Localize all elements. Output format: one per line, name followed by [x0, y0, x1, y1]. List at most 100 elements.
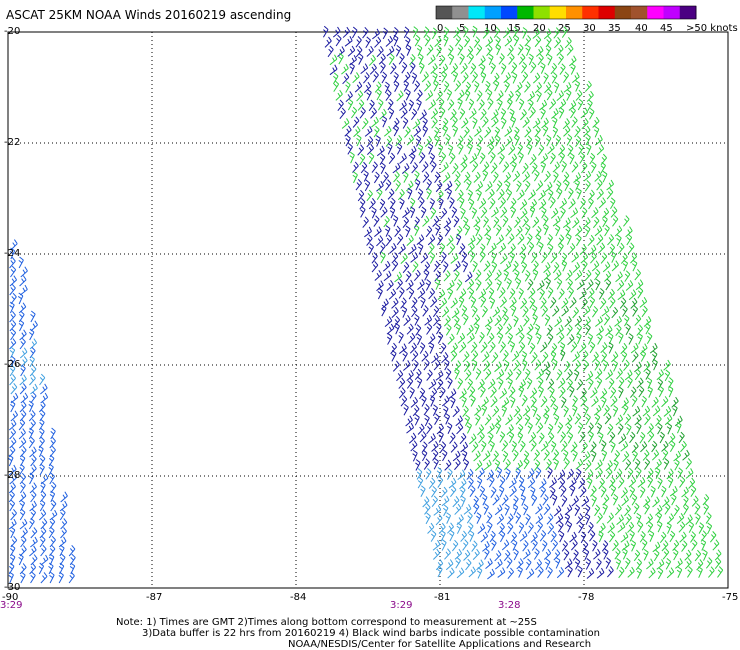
wind-barb [538, 241, 544, 254]
wind-barb [545, 44, 552, 57]
wind-barb [568, 477, 577, 488]
wind-barb [500, 253, 508, 265]
wind-barb [444, 412, 451, 425]
wind-barb [499, 388, 508, 399]
wind-barb [602, 170, 608, 183]
wind-barb [462, 539, 469, 551]
wind-barb [628, 333, 634, 345]
wind-barb [474, 322, 480, 335]
wind-barb [600, 485, 607, 498]
wind-barb [550, 342, 558, 355]
wind-barb [433, 314, 440, 327]
wind-barb [489, 151, 496, 164]
wind-barb [528, 241, 535, 254]
wind-barb [503, 269, 509, 282]
wind-barb [371, 261, 379, 273]
wind-barb [591, 161, 597, 174]
wind-barb [547, 143, 555, 155]
wind-barb [571, 251, 579, 263]
wind-barb [529, 342, 536, 355]
colorbar-label: 40 [635, 23, 648, 34]
wind-barb [468, 98, 475, 111]
wind-barb [29, 500, 37, 512]
wind-barb [510, 115, 517, 128]
wind-barb [541, 540, 548, 552]
wind-barb [551, 72, 558, 84]
wind-barb [445, 368, 452, 380]
wind-barb [581, 161, 588, 174]
wind-barb [702, 494, 710, 506]
wind-barb [536, 90, 542, 103]
wind-barb [542, 405, 550, 417]
wind-barb [422, 117, 428, 129]
wind-barb [402, 350, 408, 362]
wind-barb [552, 493, 558, 506]
wind-barb [435, 180, 443, 193]
wind-barb [435, 514, 443, 526]
wind-barb [615, 468, 623, 480]
wind-barb [467, 278, 475, 290]
wind-barb [360, 161, 368, 174]
wind-barb [337, 46, 345, 57]
wind-barb [474, 460, 483, 472]
wind-barb [19, 508, 26, 521]
wind-barb [425, 468, 432, 480]
wind-barb [400, 252, 408, 264]
wind-barb [575, 135, 582, 148]
wind-barb [459, 108, 466, 120]
wind-barb [515, 90, 522, 102]
wind-barb [398, 331, 404, 344]
wind-barb [672, 404, 678, 417]
wind-barb [628, 289, 637, 301]
wind-barb [453, 215, 460, 228]
wind-barb [668, 385, 674, 398]
wind-barb [621, 540, 630, 551]
wind-barb [417, 423, 425, 435]
wind-barb [28, 517, 35, 530]
wind-barb [496, 234, 505, 246]
wind-barb [347, 143, 353, 155]
wind-barb [398, 343, 407, 354]
wind-barb [460, 495, 466, 508]
wind-barb [446, 468, 453, 480]
wind-barb [460, 154, 468, 166]
wind-barb [355, 178, 362, 191]
wind-barb [584, 180, 591, 192]
wind-barb [495, 224, 502, 236]
wind-barb [49, 517, 56, 530]
wind-barb [388, 152, 396, 165]
wind-barb [631, 493, 638, 506]
wind-barb [428, 99, 436, 110]
wind-barb [489, 198, 496, 210]
wind-barb [28, 472, 35, 485]
wind-barb [586, 469, 594, 481]
wind-barb [538, 198, 547, 210]
wind-barb [705, 557, 713, 569]
wind-barb [489, 341, 496, 354]
wind-barb [499, 485, 505, 498]
wind-barb [669, 440, 676, 452]
wind-barb [530, 61, 537, 74]
wind-barb [617, 423, 624, 435]
wind-barb [440, 207, 448, 220]
wind-barb [419, 431, 427, 443]
wind-barb [612, 215, 619, 227]
wind-barb [493, 26, 500, 38]
wind-barb [498, 287, 506, 299]
wind-barb [567, 334, 575, 346]
wind-barb [607, 234, 615, 246]
wind-barb [557, 187, 563, 200]
wind-barb [443, 26, 450, 39]
wind-barb [471, 305, 478, 318]
wind-barb [473, 502, 480, 515]
wind-barb [388, 107, 395, 120]
wind-barb [30, 383, 38, 395]
wind-barb [566, 44, 574, 56]
wind-barb [661, 396, 669, 408]
wind-barb [387, 98, 394, 111]
wind-barb [548, 189, 554, 201]
wind-barb [560, 440, 568, 452]
wind-barb [29, 482, 37, 494]
wind-barb [566, 233, 572, 245]
wind-barb [627, 467, 634, 480]
